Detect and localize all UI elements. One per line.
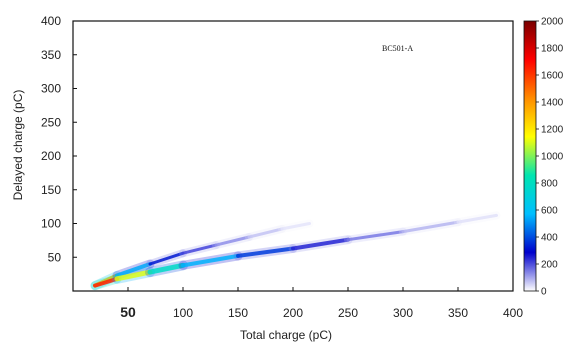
- colorbar-tick-label-200: 200: [541, 260, 558, 271]
- band-1-segment-2: [115, 262, 152, 278]
- band-1-segment-4: [181, 243, 218, 255]
- x-tick-label-100: 100: [173, 306, 193, 320]
- y-tick-label-150: 150: [41, 183, 61, 197]
- x-axis-title: Total charge (pC): [240, 328, 332, 342]
- band-2-segment-3: [147, 262, 186, 275]
- y-axis-title: Delayed charge (pC): [11, 90, 25, 201]
- colorbar-tick-label-2000: 2000: [541, 17, 564, 28]
- y-tick-label-100: 100: [41, 217, 61, 231]
- band-2-segment-9: [456, 213, 498, 224]
- y-tick-label-350: 350: [41, 48, 61, 62]
- colorbar: [523, 20, 537, 292]
- colorbar-tick-label-800: 800: [541, 179, 558, 190]
- x-tick-label-300: 300: [393, 306, 413, 320]
- y-tick-label-50: 50: [48, 250, 62, 264]
- x-tick-label-50: 50: [120, 304, 136, 320]
- bands-layer: [90, 211, 501, 291]
- band-2-segment-2: [114, 269, 153, 282]
- band-1-segment-6: [247, 227, 284, 239]
- band-2-segment-5: [236, 246, 295, 258]
- colorbar-tick-label-1200: 1200: [541, 125, 564, 136]
- x-tick-label-150: 150: [228, 306, 248, 320]
- x-tick-label-200: 200: [283, 306, 303, 320]
- colorbar-tick-label-1800: 1800: [541, 44, 564, 55]
- x-tick-label-400: 400: [503, 306, 523, 320]
- band-1-segment-7: [280, 222, 311, 231]
- colorbar-tick-label-1400: 1400: [541, 98, 564, 109]
- x-tick-label-250: 250: [338, 306, 358, 320]
- colorbar-tick-label-400: 400: [541, 233, 558, 244]
- colorbar-ticks-layer: 0 200 400 600 800 1000 1200 1400 1600 1800 2000: [536, 17, 564, 298]
- annotation-label: BC501-A: [382, 44, 413, 53]
- y-tick-label-200: 200: [41, 149, 61, 163]
- colorbar-tick-label-600: 600: [541, 206, 558, 217]
- band-1-segment-3: [148, 251, 185, 266]
- y-tick-label-300: 300: [41, 82, 61, 96]
- band-2-segment-7: [346, 230, 405, 242]
- ticks-layer: 50 100 150 200 250 300 350 400 50 100 150 200 250 300…: [41, 14, 523, 320]
- y-tick-label-250: 250: [41, 115, 61, 129]
- colorbar-tick-label-1000: 1000: [541, 152, 564, 163]
- band-2-segment-1: [93, 276, 119, 288]
- band-2-segment-6: [291, 237, 350, 251]
- y-tick-label-400: 400: [41, 14, 61, 28]
- band-1-segment-5: [214, 235, 251, 247]
- plot-frame: [72, 20, 514, 292]
- x-tick-label-350: 350: [448, 306, 468, 320]
- colorbar-tick-label-0: 0: [541, 287, 547, 298]
- band-2-segment-8: [401, 220, 460, 234]
- band-2-segment-4: [181, 253, 240, 268]
- colorbar-tick-label-1600: 1600: [541, 71, 564, 82]
